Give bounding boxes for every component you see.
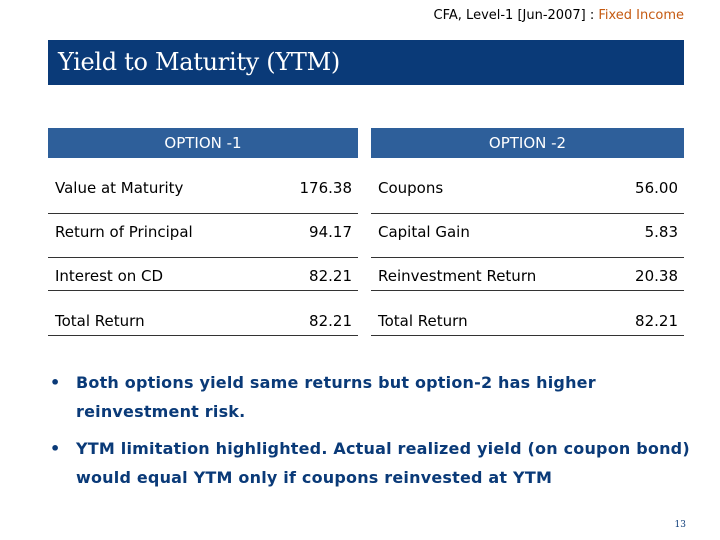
bullet-dot-icon: • (50, 439, 61, 458)
row-value: 20.38 (635, 267, 678, 285)
row-label: Total Return (378, 312, 468, 330)
page-number: 13 (674, 520, 686, 530)
option-2-total-row: Total Return 82.21 (371, 311, 684, 336)
option-1-row: Interest on CD 82.21 (48, 266, 358, 291)
row-label: Value at Maturity (55, 179, 184, 197)
bullet-text: Both options yield same returns but opti… (76, 373, 596, 421)
row-value: 56.00 (635, 179, 678, 197)
option-2-row: Capital Gain 5.83 (371, 222, 684, 258)
row-value: 5.83 (644, 223, 678, 241)
row-label: Total Return (55, 312, 145, 330)
option-1-total-row: Total Return 82.21 (48, 311, 358, 336)
slide-header: CFA, Level-1 [Jun-2007] : Fixed Income (434, 8, 684, 23)
row-value: 94.17 (309, 223, 352, 241)
bullet-item: • Both options yield same returns but op… (50, 368, 700, 426)
option-1-header: OPTION -1 (48, 128, 358, 158)
row-label: Capital Gain (378, 223, 470, 241)
option-2-row: Coupons 56.00 (371, 178, 684, 214)
option-2-row: Reinvestment Return 20.38 (371, 266, 684, 291)
row-label: Coupons (378, 179, 444, 197)
bullet-dot-icon: • (50, 373, 61, 392)
option-1-row: Return of Principal 94.17 (48, 222, 358, 258)
row-value: 176.38 (299, 179, 353, 197)
row-value: 82.21 (309, 267, 352, 285)
bullet-text: YTM limitation highlighted. Actual reali… (76, 439, 690, 487)
title-bar: Yield to Maturity (YTM) (48, 40, 684, 85)
slide-title: Yield to Maturity (YTM) (58, 48, 340, 76)
bullet-item: • YTM limitation highlighted. Actual rea… (50, 434, 700, 492)
row-value: 82.21 (309, 312, 352, 330)
row-label: Interest on CD (55, 267, 164, 285)
bullet-list: • Both options yield same returns but op… (50, 368, 700, 500)
option-2-header: OPTION -2 (371, 128, 684, 158)
row-label: Reinvestment Return (378, 267, 537, 285)
row-label: Return of Principal (55, 223, 193, 241)
header-subject: Fixed Income (598, 8, 684, 23)
row-value: 82.21 (635, 312, 678, 330)
option-1-row: Value at Maturity 176.38 (48, 178, 358, 214)
header-prefix: CFA, Level-1 [Jun-2007] : (433, 8, 599, 23)
